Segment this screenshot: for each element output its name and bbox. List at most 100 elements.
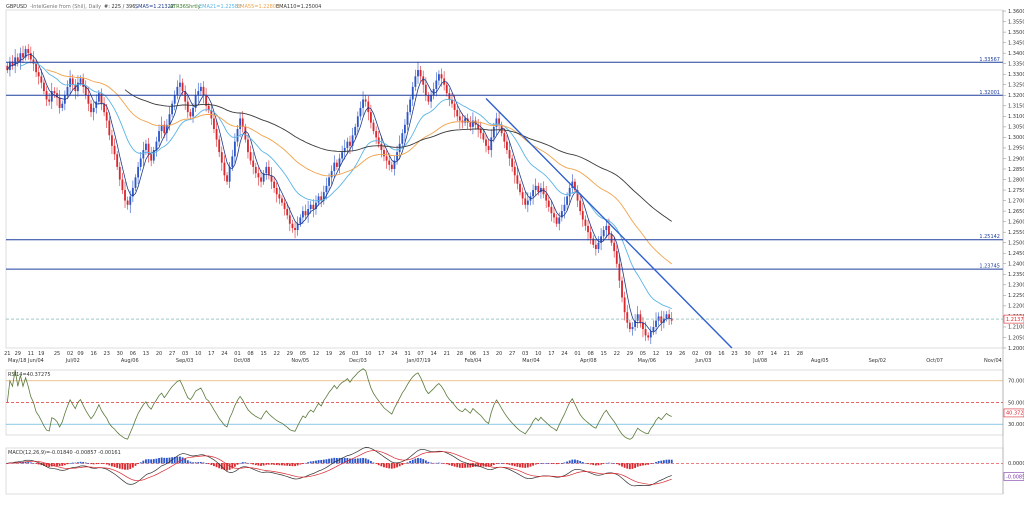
candle-body	[560, 211, 563, 218]
x-tick-label: 19	[326, 351, 332, 357]
candle-body	[315, 202, 317, 210]
macd-histogram-bar	[364, 458, 367, 464]
candle-body	[432, 88, 435, 96]
x-month-label: Mar/04	[522, 358, 539, 364]
candle-body	[32, 59, 35, 64]
x-tick-label: 16	[718, 351, 724, 357]
candle-body	[375, 131, 378, 138]
macd-histogram-bar	[56, 463, 58, 466]
macd-histogram-bar	[453, 463, 456, 467]
macd-histogram-bar	[317, 460, 320, 464]
y-tick-label: 1.31000	[1008, 114, 1024, 120]
candle-body	[644, 329, 647, 336]
macd-histogram-bar	[642, 463, 644, 466]
macd-histogram-bar	[516, 463, 519, 467]
macd-histogram-bar	[398, 463, 401, 467]
macd-histogram-bar	[443, 463, 446, 464]
candle-body	[152, 150, 155, 161]
candle-body	[458, 116, 461, 121]
candle-body	[526, 200, 529, 205]
y-tick-label: 1.34000	[1008, 51, 1024, 57]
macd-histogram-bar	[45, 463, 48, 467]
macd-histogram-bar	[461, 463, 464, 468]
macd-histogram-bar	[558, 463, 561, 464]
candle-body	[367, 101, 370, 113]
candle-body	[354, 126, 357, 136]
level-label: 1.25142	[979, 234, 1000, 240]
macd-histogram-bar	[647, 463, 650, 465]
ema21-line	[20, 62, 672, 310]
macd-histogram-bar	[652, 463, 655, 464]
macd-histogram-bar	[377, 463, 380, 466]
candle-body	[424, 84, 427, 96]
macd-histogram-bar	[568, 460, 571, 464]
y-tick-label: 1.26500	[1008, 209, 1024, 215]
macd-histogram-bar	[35, 463, 37, 464]
candle-body	[105, 112, 108, 121]
candle-body	[508, 150, 511, 159]
macd-histogram-bar	[231, 463, 234, 469]
candle-body	[553, 213, 555, 218]
x-tick-label: 05	[640, 351, 646, 357]
candle-body	[516, 175, 519, 184]
candle-body	[545, 194, 548, 201]
rsi-title: RSI14=40.37275	[8, 372, 51, 378]
candle-body	[213, 118, 215, 129]
candle-body	[351, 135, 354, 146]
candle-body	[608, 225, 610, 235]
macd-histogram-bar	[288, 463, 291, 467]
x-tick-label: 12	[653, 351, 659, 357]
candle-body	[199, 86, 202, 92]
macd-histogram-bar	[362, 458, 364, 464]
y-tick-label: 1.35500	[1008, 19, 1024, 25]
y-tick-label: 1.27500	[1008, 188, 1024, 194]
candle-body	[540, 187, 542, 193]
candle-body	[278, 194, 281, 199]
candle-body	[299, 217, 302, 224]
header-subtitle: -IntelGenie from (Shil), Daily	[30, 4, 101, 10]
x-tick-label: 17	[548, 351, 554, 357]
candle-body	[330, 171, 333, 178]
rsi-level-label: 30.00000	[1008, 422, 1024, 428]
x-month-label: Nov/04	[984, 358, 1002, 364]
macd-histogram-bar	[100, 463, 103, 464]
candle-body	[137, 166, 140, 178]
candle-body	[84, 86, 87, 96]
candle-body	[228, 166, 231, 182]
macd-histogram-bar	[71, 462, 74, 464]
candle-body	[37, 72, 40, 77]
macd-histogram-bar	[553, 463, 555, 464]
x-tick-label: 28	[457, 351, 463, 357]
macd-histogram-bar	[197, 462, 200, 464]
candle-body	[594, 244, 597, 250]
x-tick-label: 05	[300, 351, 306, 357]
x-month-label: Apr/08	[580, 358, 597, 364]
macd-histogram-bar	[660, 460, 663, 464]
macd-histogram-bar	[163, 457, 166, 464]
candle-body	[589, 232, 592, 239]
macd-histogram-bar	[451, 463, 453, 466]
macd-histogram-bar	[440, 462, 443, 464]
x-tick-label: 23	[731, 351, 737, 357]
candle-body	[597, 242, 600, 250]
macd-histogram-bar	[241, 462, 244, 464]
macd-histogram-bar	[147, 459, 150, 464]
macd-histogram-bar	[492, 463, 495, 465]
candle-body	[521, 192, 524, 199]
macd-histogram-bar	[278, 463, 281, 466]
macd-histogram-bar	[179, 456, 181, 464]
macd-signal-line	[7, 450, 672, 485]
macd-histogram-bar	[304, 462, 307, 464]
candle-body	[184, 91, 187, 102]
candle-body	[403, 124, 406, 134]
candle-body	[419, 70, 422, 77]
candle-body	[155, 141, 158, 151]
x-tick-label: 15	[601, 351, 607, 357]
x-month-label: Nov/05	[291, 358, 309, 364]
candle-body	[587, 225, 589, 233]
macd-histogram-bar	[422, 459, 425, 464]
candle-body	[558, 217, 561, 224]
macd-histogram-bar	[283, 463, 286, 466]
macd-histogram-bar	[95, 463, 98, 465]
